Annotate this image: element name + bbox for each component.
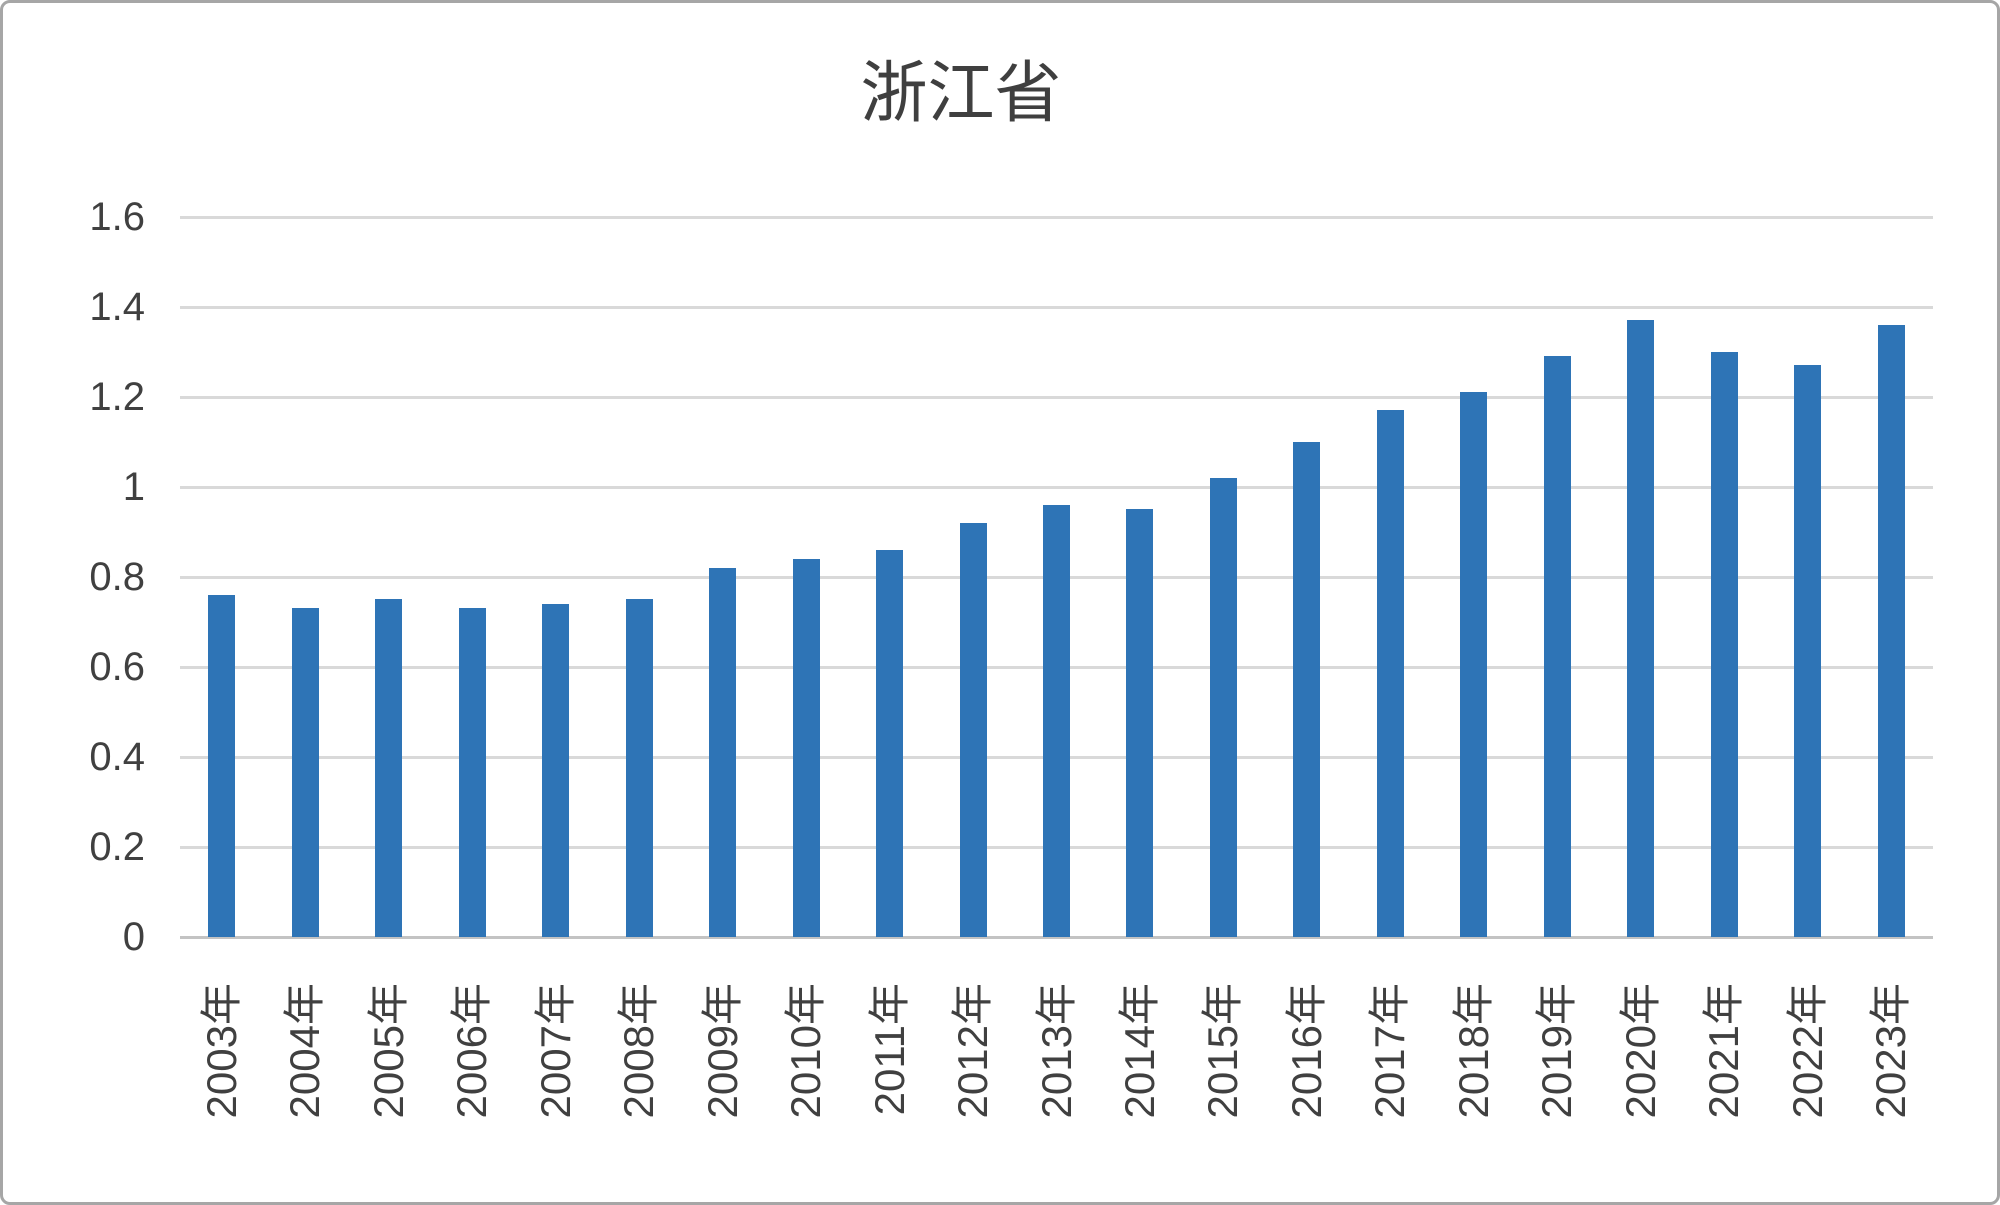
bar [1544,356,1571,937]
x-tick-label: 2009年 [699,983,746,1119]
x-tick-label: 2011年 [866,983,913,1116]
y-tick-label: 0 [122,915,145,959]
bar [1126,509,1153,937]
x-tick-label: 2008年 [615,983,662,1119]
bar [1043,505,1070,937]
bar [375,599,402,937]
bar [709,568,736,937]
bar [960,523,987,937]
bar [1210,478,1237,937]
x-tick-label: 2018年 [1450,983,1497,1119]
bar [459,608,486,937]
x-tick-label: 2005年 [365,983,412,1119]
bar [542,604,569,937]
bar [208,595,235,937]
bar [1460,392,1487,937]
chart-title: 浙江省 [860,57,1062,131]
x-tick-label: 2010年 [782,983,829,1119]
y-tick-label: 0.4 [89,735,145,779]
bar [876,550,903,937]
x-axis-line [180,936,1933,939]
y-tick-label: 1.2 [89,375,145,419]
x-tick-label: 2023年 [1867,983,1914,1119]
gridline [180,486,1933,489]
x-tick-label: 2020年 [1617,983,1664,1119]
x-tick-label: 2021年 [1700,983,1747,1119]
x-tick-label: 2022年 [1784,983,1831,1119]
bar [793,559,820,937]
gridline [180,396,1933,399]
bar [1293,442,1320,937]
bar [1794,365,1821,937]
bar [1878,325,1905,937]
x-tick-label: 2017年 [1366,983,1413,1119]
x-tick-label: 2015年 [1199,983,1246,1119]
y-tick-label: 1 [122,465,145,509]
bar [626,599,653,937]
x-tick-label: 2019年 [1533,983,1580,1119]
bar [1711,352,1738,937]
gridline [180,216,1933,219]
x-tick-label: 2007年 [532,983,579,1119]
y-tick-label: 0.6 [89,645,145,689]
x-tick-label: 2012年 [949,983,996,1119]
x-tick-label: 2004年 [281,983,328,1119]
bar [1377,410,1404,937]
x-tick-label: 2013年 [1033,983,1080,1119]
x-tick-label: 2014年 [1116,983,1163,1119]
y-tick-label: 1.4 [89,285,145,329]
y-tick-label: 1.6 [89,195,145,239]
bar [292,608,319,937]
y-tick-label: 0.2 [89,825,145,869]
x-tick-label: 2003年 [198,983,245,1119]
bar [1627,320,1654,937]
x-tick-label: 2016年 [1283,983,1330,1119]
y-tick-label: 0.8 [89,555,145,599]
gridline [180,306,1933,309]
x-tick-label: 2006年 [448,983,495,1119]
